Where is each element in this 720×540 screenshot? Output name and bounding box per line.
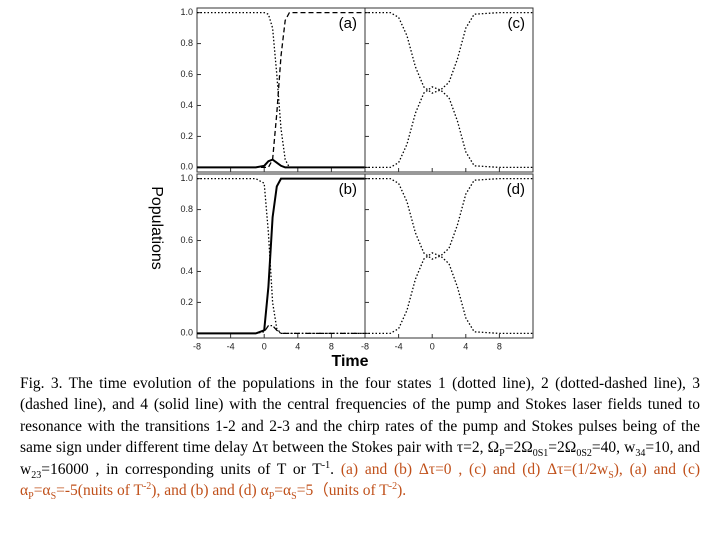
y-tick-label: 0.0	[180, 328, 193, 338]
panel-label: (c)	[508, 15, 526, 32]
caption-run: =40, w	[591, 439, 636, 457]
caption-run: 0S1	[532, 448, 549, 460]
caption-run: P	[499, 448, 505, 460]
x-tick-label: -8	[193, 341, 201, 351]
caption-run: -2	[142, 480, 152, 492]
population-line	[197, 11, 365, 169]
caption-run: 23	[31, 469, 42, 481]
population-line	[197, 11, 365, 169]
caption-run: ), (a) and (c) α	[20, 460, 700, 500]
population-line	[197, 177, 365, 335]
population-line	[365, 177, 533, 335]
population-line	[197, 177, 365, 335]
caption-run: .	[330, 460, 341, 478]
caption-run: ), and (b) and (d) α	[151, 482, 269, 500]
y-tick-label: 0.0	[180, 162, 193, 172]
caption-run: 0S2	[576, 448, 592, 460]
y-tick-label: 0.2	[180, 297, 193, 307]
caption-run: S	[50, 491, 57, 503]
x-tick-label: -4	[395, 341, 403, 351]
y-tick-label: 0.8	[180, 38, 193, 48]
y-axis-label: Populations	[148, 186, 165, 270]
caption: Fig. 3. The time evolution of the popula…	[20, 373, 701, 503]
x-tick-label: 8	[497, 341, 502, 351]
x-tick-label: -4	[227, 341, 235, 351]
x-tick-label: 0	[262, 341, 267, 351]
population-line	[365, 177, 533, 335]
x-tick-label: 4	[463, 341, 468, 351]
population-line	[197, 324, 365, 335]
caption-run: =2Ω	[548, 439, 577, 457]
x-tick-label: 8	[329, 341, 334, 351]
plot-frame	[364, 173, 534, 339]
y-tick-label: 1.0	[180, 7, 193, 17]
y-tick-label: 1.0	[180, 173, 193, 183]
panel-label: (b)	[339, 181, 357, 198]
population-line	[365, 11, 533, 169]
y-tick-label: 0.6	[180, 69, 193, 79]
caption-run: P	[28, 491, 34, 503]
y-tick-label: 0.6	[180, 235, 193, 245]
figure: Time Populations 0.0 0.2 0.4 0.6 0.8 1.0 (a) (c…	[148, 7, 534, 370]
plot-frame	[196, 7, 366, 173]
caption-run: =α	[274, 482, 292, 500]
caption-run: S	[291, 491, 297, 503]
y-tick-label: 0.8	[180, 204, 193, 214]
population-line	[197, 158, 365, 169]
y-tick-label: 0.4	[180, 100, 193, 110]
panel-label: (a)	[339, 15, 357, 32]
caption-run: =10, and w	[20, 439, 701, 478]
x-tick-label: 4	[295, 341, 300, 351]
caption-run: 34	[635, 448, 646, 460]
plot-frame	[196, 173, 366, 339]
caption-run: -2	[388, 480, 398, 492]
y-tick-label: 0.4	[180, 266, 193, 276]
caption-run: P	[268, 491, 275, 503]
caption-run: -1	[321, 459, 331, 471]
caption-run: =5（units of T	[296, 482, 389, 500]
caption-run: =α	[33, 482, 51, 500]
caption-run: =-5(nuits of T	[56, 482, 143, 500]
caption-run: (a) and (b) Δτ=0 , (c) and (d) Δτ=(1/2w	[340, 460, 609, 478]
panel-label: (d)	[507, 181, 525, 198]
caption-run: =2Ω	[504, 439, 533, 457]
x-tick-label: 0	[430, 341, 435, 351]
plot-frame	[364, 7, 534, 173]
caption-run: S	[608, 469, 614, 481]
population-line	[365, 11, 533, 169]
y-tick-label: 0.2	[180, 131, 193, 141]
caption-run: Fig. 3. The time evolution of the popula…	[20, 375, 700, 457]
caption-run: =16000 , in corresponding units of T or …	[41, 460, 322, 478]
caption-run: ).	[397, 482, 407, 500]
x-tick-label: -8	[361, 341, 369, 351]
x-axis-label: Time	[331, 353, 368, 370]
